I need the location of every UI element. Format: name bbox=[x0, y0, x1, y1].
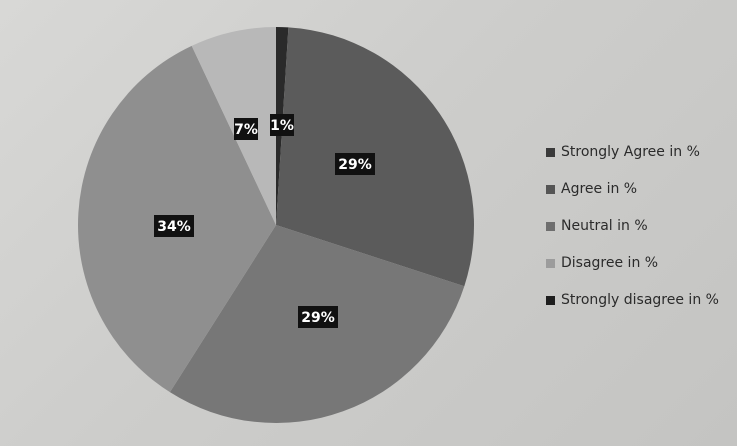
legend: Strongly Agree in % Agree in % Neutral i… bbox=[546, 142, 719, 310]
legend-label: Strongly Agree in % bbox=[561, 144, 700, 160]
data-label-box bbox=[298, 306, 338, 328]
legend-item: Strongly Agree in % bbox=[546, 142, 719, 162]
data-label-text: 34% bbox=[157, 219, 191, 235]
legend-label: Agree in % bbox=[561, 181, 638, 197]
legend-label: Neutral in % bbox=[561, 218, 648, 234]
data-label: 7% bbox=[234, 118, 258, 140]
legend-item: Neutral in % bbox=[546, 216, 719, 236]
data-label: 29% bbox=[335, 153, 375, 175]
data-label-box bbox=[234, 118, 258, 140]
legend-swatch bbox=[546, 295, 555, 305]
data-label: 29% bbox=[298, 306, 338, 328]
legend-swatch bbox=[546, 147, 555, 157]
data-label-text: 1% bbox=[270, 118, 294, 134]
legend-swatch bbox=[546, 221, 555, 231]
legend-item: Disagree in % bbox=[546, 253, 719, 273]
legend-item: Agree in % bbox=[546, 179, 719, 199]
data-label-box bbox=[154, 215, 194, 237]
legend-swatch bbox=[546, 258, 555, 268]
legend-item: Strongly disagree in % bbox=[546, 290, 719, 310]
legend-label: Strongly disagree in % bbox=[561, 292, 719, 308]
data-label-text: 29% bbox=[301, 310, 335, 326]
pie-slice bbox=[276, 27, 475, 287]
data-label-box bbox=[335, 153, 375, 175]
data-label-box bbox=[270, 114, 294, 136]
data-label: 34% bbox=[154, 215, 194, 237]
data-label: 1% bbox=[270, 114, 294, 136]
legend-swatch bbox=[546, 184, 555, 194]
pie-slice bbox=[191, 27, 276, 225]
legend-label: Disagree in % bbox=[561, 255, 659, 271]
data-label-text: 7% bbox=[234, 122, 258, 138]
data-label-text: 29% bbox=[338, 157, 372, 173]
